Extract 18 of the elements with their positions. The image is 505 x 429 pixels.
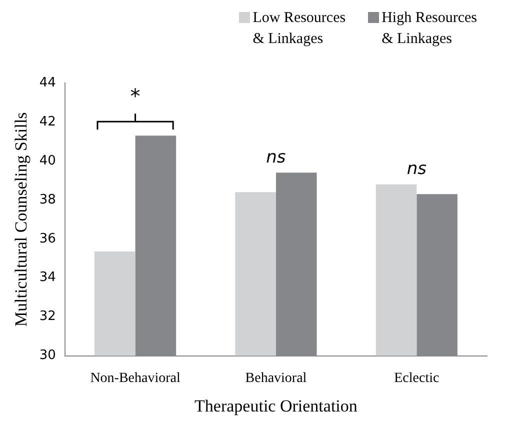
y-tick-label: 30 xyxy=(39,348,56,364)
annotation: ns xyxy=(406,159,427,180)
y-tick-label: 40 xyxy=(39,153,56,168)
legend-label: High Resources & Linkages xyxy=(382,9,477,49)
y-tick-label: 38 xyxy=(39,192,56,208)
x-tick-label: Non-Behavioral xyxy=(90,370,180,386)
y-tick-label: 36 xyxy=(39,231,56,246)
y-tick-label: 32 xyxy=(39,309,56,324)
annotation: ns xyxy=(266,148,286,168)
y-tick-label: 44 xyxy=(39,75,56,90)
y-tick-label: 42 xyxy=(39,114,56,130)
y-axis-title: Multicultural Counseling Skills xyxy=(12,112,31,327)
x-axis-title: Therapeutic Orientation xyxy=(194,396,358,416)
y-tick-label: 34 xyxy=(39,270,56,286)
legend-label: Low Resources & Linkages xyxy=(252,9,346,49)
x-tick-label: Eclectic xyxy=(394,370,440,386)
x-tick-label: Behavioral xyxy=(245,370,307,386)
annotation: * xyxy=(130,84,140,108)
